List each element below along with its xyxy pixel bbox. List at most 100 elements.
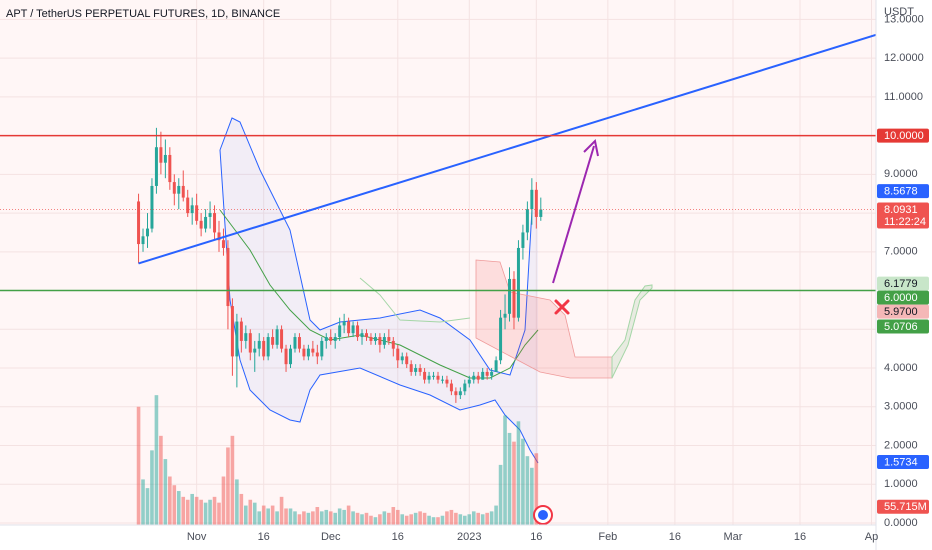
volume xyxy=(136,395,543,525)
candle-body xyxy=(297,337,301,349)
volume-bar xyxy=(145,488,150,525)
volume-bar xyxy=(355,512,360,525)
drawings xyxy=(0,33,876,292)
candle-body xyxy=(485,371,489,376)
candle-body xyxy=(271,337,275,345)
candle-body xyxy=(150,185,154,229)
volume-bar xyxy=(208,499,212,525)
volume-bar xyxy=(360,514,364,525)
volume-bar xyxy=(373,517,378,525)
volume-bar xyxy=(333,512,338,525)
candle-body xyxy=(512,278,516,318)
candle-body xyxy=(440,379,444,381)
price-label: 1.5734 xyxy=(884,456,918,468)
volume-bar xyxy=(476,512,481,525)
volume-bar xyxy=(230,435,235,525)
volume-bar xyxy=(449,509,454,525)
volume-bar xyxy=(440,515,445,525)
y-tick-label: 13.0000 xyxy=(884,13,924,25)
candle-body xyxy=(168,154,172,183)
volume-bar xyxy=(413,512,418,525)
candle-body xyxy=(445,379,449,384)
volume-bar xyxy=(235,479,239,525)
candle-body xyxy=(141,236,145,245)
candle-body xyxy=(400,356,404,361)
candle-body xyxy=(177,185,181,194)
candle-body xyxy=(248,333,252,353)
price-label-box xyxy=(877,276,929,291)
volume-bar xyxy=(503,415,507,525)
volume-bar xyxy=(422,512,427,525)
volume-bar xyxy=(226,447,230,525)
candle-body xyxy=(230,306,234,357)
candle-body xyxy=(154,147,158,186)
trend-line xyxy=(138,33,876,265)
candle-body xyxy=(356,325,360,338)
volume-bar xyxy=(480,514,485,525)
volume-bar xyxy=(467,514,472,525)
candle-body xyxy=(315,352,319,357)
candle-body xyxy=(284,348,288,365)
volume-bar xyxy=(521,438,525,525)
volume-bar xyxy=(319,511,324,525)
candle-body xyxy=(467,379,471,384)
candle-body xyxy=(145,228,149,237)
candle-body xyxy=(427,375,431,380)
candle-body xyxy=(204,216,208,229)
candle-body xyxy=(449,383,453,392)
volume-bar xyxy=(154,395,159,525)
volume-bar xyxy=(391,507,396,525)
candle-body xyxy=(369,337,373,341)
volume-bar xyxy=(266,508,270,525)
candle-body xyxy=(494,360,498,372)
candle-body xyxy=(199,220,203,229)
volume-bar xyxy=(239,493,244,525)
candle-body xyxy=(476,375,480,380)
cross-mark xyxy=(554,299,570,315)
candle-body xyxy=(432,375,436,377)
volume-bar xyxy=(261,505,266,525)
volume-bar xyxy=(458,514,463,525)
candle-body xyxy=(378,337,382,345)
x-tick-label: 16 xyxy=(258,531,270,543)
y-tick-label: 0.0000 xyxy=(884,517,918,529)
volume-bar xyxy=(185,499,190,525)
volume-bar xyxy=(275,511,279,525)
volume-bar xyxy=(176,491,181,525)
candle-body xyxy=(342,321,346,326)
price-label-box xyxy=(877,128,929,143)
volume-bar xyxy=(293,511,297,525)
volume-bar xyxy=(463,515,467,525)
y-tick-label: 7.0000 xyxy=(884,246,918,258)
candle-body xyxy=(333,337,337,341)
candle-body xyxy=(244,333,248,341)
candle-body xyxy=(516,247,520,318)
volume-bar xyxy=(159,435,163,525)
volume-bar xyxy=(270,505,275,525)
candle-body xyxy=(159,147,163,163)
event-icon-inner xyxy=(538,510,548,520)
volume-bar xyxy=(395,509,400,525)
price-label: 5.0706 xyxy=(884,321,918,333)
candle-body xyxy=(472,375,476,380)
candle-body xyxy=(423,371,427,380)
candle-body xyxy=(217,232,221,241)
x-tick-label: 16 xyxy=(669,531,681,543)
volume-bar xyxy=(530,467,534,525)
y-tick-label: 4.0000 xyxy=(884,362,918,374)
volume-bar xyxy=(431,517,436,525)
volume-bar xyxy=(311,511,315,525)
volume-bar xyxy=(387,512,391,525)
candle-body xyxy=(418,368,422,372)
y-tick-label: 12.0000 xyxy=(884,52,924,64)
candle-body xyxy=(302,348,306,357)
price-label-box xyxy=(877,499,929,514)
candle-body xyxy=(525,209,529,233)
volume-bar xyxy=(212,496,217,525)
volume-bar xyxy=(190,493,194,525)
volume-bar xyxy=(400,514,405,525)
volume-bar xyxy=(306,512,311,525)
price-label: 10.0000 xyxy=(884,130,924,142)
volume-bar xyxy=(418,511,422,525)
